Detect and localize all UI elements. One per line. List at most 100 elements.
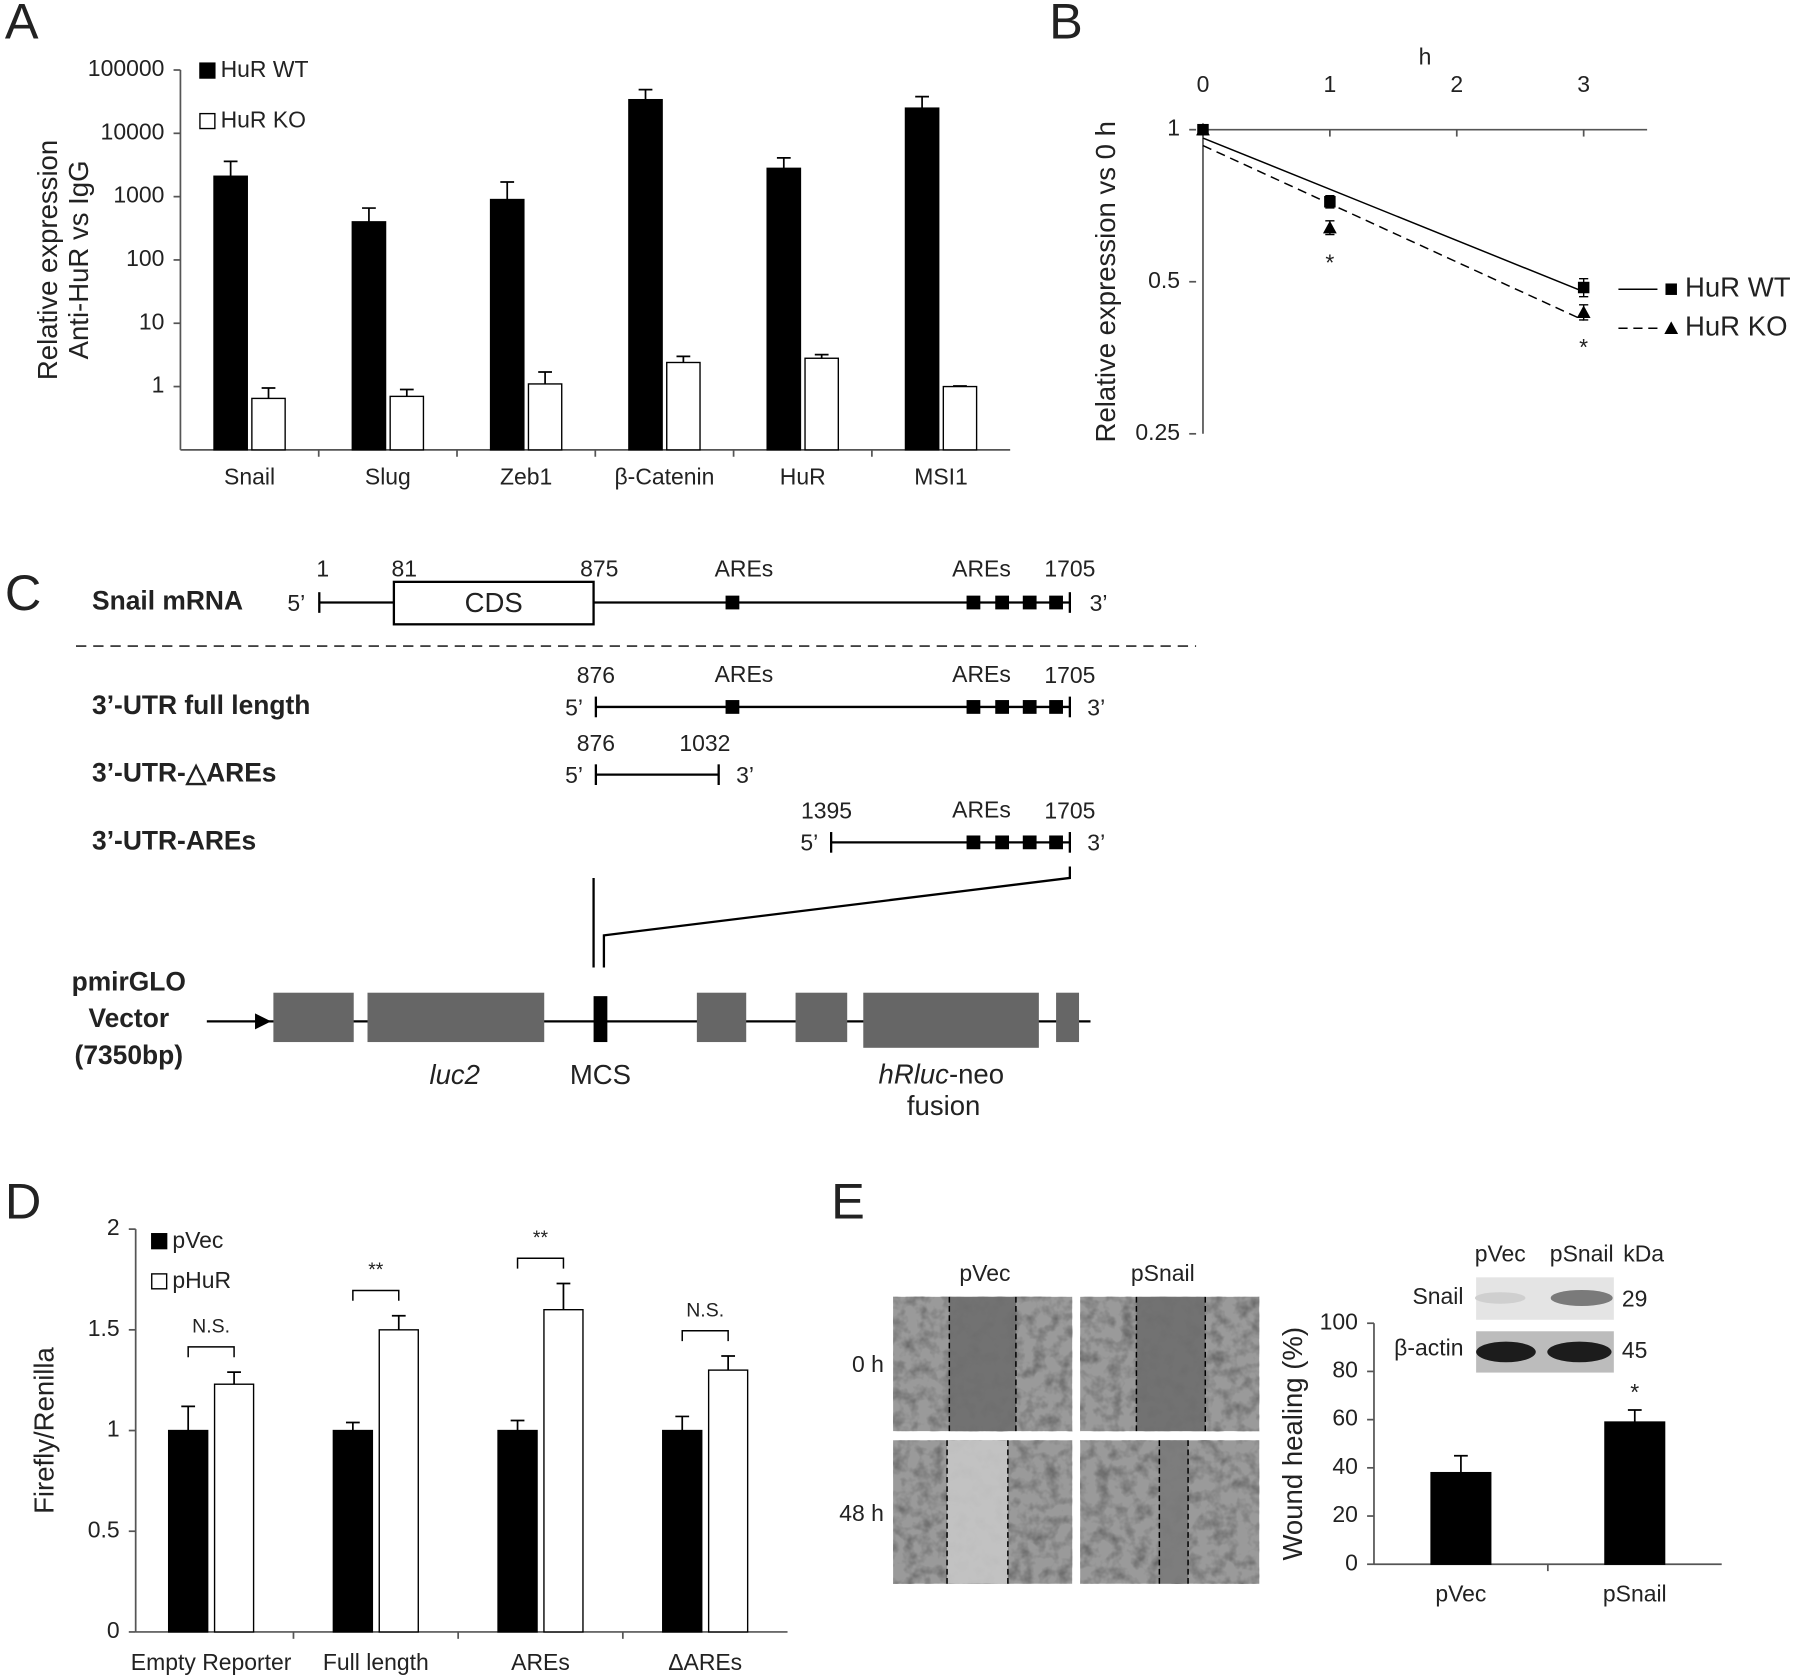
x-tick-label: Zeb1 <box>500 464 552 490</box>
column-label: pVec <box>959 1260 1010 1286</box>
error-bar <box>776 156 791 169</box>
significance-bracket <box>187 1346 235 1358</box>
y-tick-label: 1.5 <box>88 1315 120 1341</box>
error-bar <box>227 1371 241 1385</box>
x-tick-label: Slug <box>365 464 411 490</box>
blot-band <box>1547 1341 1612 1363</box>
unit-label: kDa <box>1623 1241 1664 1267</box>
bar <box>351 221 387 451</box>
error-bar <box>915 95 929 109</box>
element-label: fusion <box>907 1090 980 1121</box>
end-label: 3’ <box>1090 590 1108 616</box>
promoter-arrow <box>255 1013 272 1030</box>
position-label: 1705 <box>1044 662 1095 688</box>
legend-marker <box>1665 283 1677 295</box>
end-label: 3’ <box>1087 830 1105 856</box>
band-label: β-actin <box>1394 1335 1463 1361</box>
lane-label: pVec <box>1475 1241 1526 1267</box>
are-box <box>1049 595 1063 610</box>
vector-element <box>795 992 848 1043</box>
error-bar <box>391 1314 406 1330</box>
error-bar <box>675 1415 690 1431</box>
marker <box>1324 196 1336 208</box>
y-tick-label: 1 <box>152 372 165 398</box>
x-tick-label: Full length <box>323 1649 429 1675</box>
legend-label: pVec <box>172 1227 223 1253</box>
wound-gap <box>1136 1296 1206 1432</box>
marker <box>1576 305 1591 319</box>
x-tick-label: 1 <box>1323 71 1336 97</box>
legend-label: pHuR <box>172 1267 231 1293</box>
position-label: 876 <box>577 662 615 688</box>
position-label: 1705 <box>1044 798 1095 824</box>
bar <box>1430 1471 1492 1565</box>
bar <box>213 175 248 451</box>
y-tick-label: 10 <box>139 308 165 334</box>
legend-label: HuR KO <box>221 107 306 133</box>
significance-label: ** <box>368 1259 384 1281</box>
y-axis-label: Wound healing (%) <box>1277 1327 1308 1561</box>
x-tick-label: Empty Reporter <box>131 1649 292 1675</box>
position-label: 81 <box>391 555 417 581</box>
position-label: 1705 <box>1044 555 1095 581</box>
are-box <box>1022 700 1037 714</box>
vector-element <box>1056 992 1080 1043</box>
row-label: Snail mRNA <box>92 585 243 615</box>
row-label: 0 h <box>852 1351 884 1377</box>
are-box <box>995 595 1010 610</box>
position-label: 1032 <box>679 730 730 756</box>
significance-label: ** <box>533 1227 549 1249</box>
are-box <box>966 700 981 714</box>
are-box <box>995 700 1010 714</box>
element-label: hRluc-neo <box>879 1059 1004 1090</box>
x-tick-label: MSI1 <box>914 464 968 490</box>
are-box <box>1022 595 1037 610</box>
annotation: * <box>1579 334 1588 360</box>
bar <box>804 357 840 451</box>
bar <box>497 1429 538 1633</box>
are-box <box>966 835 981 850</box>
significance-bracket <box>516 1257 565 1269</box>
bar <box>628 98 663 451</box>
row-label: 3’-UTR full length <box>92 690 310 720</box>
bar <box>662 1429 703 1633</box>
legend-swatch <box>199 112 216 130</box>
y-tick-label: 10000 <box>101 118 165 144</box>
y-axis-label: Relative expression <box>32 140 63 380</box>
bar <box>942 385 978 451</box>
y-axis-label: Relative expression vs 0 h <box>1090 121 1121 442</box>
blot-band <box>1550 1289 1613 1307</box>
significance-label: N.S. <box>686 1299 724 1321</box>
x-tick-label: ΔAREs <box>668 1649 742 1675</box>
panel-label: D <box>5 1172 41 1229</box>
legend-label: HuR KO <box>1685 311 1788 342</box>
error-bar <box>638 88 653 100</box>
cds-box <box>392 580 595 626</box>
end-label: 5’ <box>565 694 583 720</box>
are-box <box>1049 835 1063 850</box>
band-label: Snail <box>1412 1283 1463 1309</box>
legend-label: HuR WT <box>221 56 309 82</box>
y-tick-label: 2 <box>107 1214 120 1240</box>
y-tick-label: 100000 <box>88 55 165 81</box>
error-bar <box>538 371 552 384</box>
trendline <box>1202 137 1584 293</box>
lane-label: pSnail <box>1550 1241 1614 1267</box>
marker <box>1577 281 1590 294</box>
panel-label: B <box>1049 0 1083 50</box>
error-bar <box>500 181 515 200</box>
significance-label: * <box>1630 1379 1639 1405</box>
end-label: 5’ <box>565 762 583 788</box>
x-tick-label: 0 <box>1197 71 1210 97</box>
significance-bracket <box>681 1330 729 1342</box>
insert-lines <box>592 866 1071 968</box>
vector-element <box>863 992 1039 1048</box>
bar <box>1604 1421 1666 1565</box>
x-tick-label: pSnail <box>1603 1580 1667 1606</box>
y-tick-label: 1 <box>107 1416 120 1442</box>
end-label: 3’ <box>736 762 754 788</box>
trendline <box>1202 144 1584 321</box>
vector-label: (7350bp) <box>75 1040 183 1070</box>
bar <box>389 395 425 451</box>
marker <box>1322 220 1337 234</box>
